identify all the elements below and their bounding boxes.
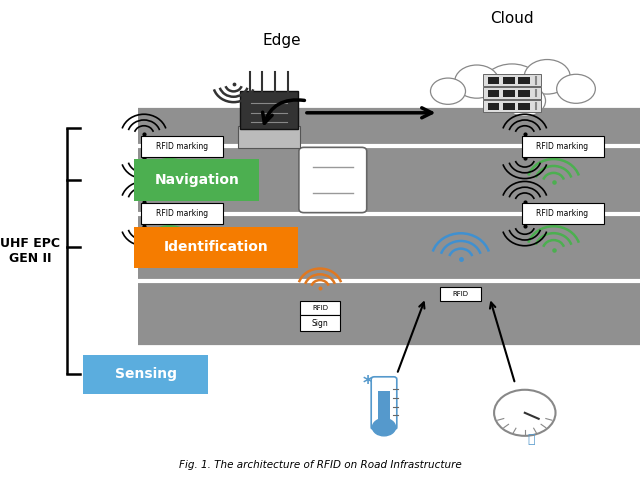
Circle shape	[431, 78, 465, 104]
FancyBboxPatch shape	[503, 90, 515, 97]
Text: RFID: RFID	[312, 305, 328, 311]
FancyBboxPatch shape	[518, 103, 530, 110]
Circle shape	[454, 65, 499, 98]
FancyBboxPatch shape	[503, 77, 515, 84]
FancyBboxPatch shape	[134, 227, 298, 268]
Circle shape	[482, 64, 542, 109]
FancyBboxPatch shape	[503, 103, 515, 110]
Text: UHF EPC
GEN II: UHF EPC GEN II	[0, 237, 60, 265]
Text: Sensing: Sensing	[115, 367, 177, 382]
FancyBboxPatch shape	[141, 136, 223, 157]
FancyBboxPatch shape	[522, 203, 604, 224]
Text: RFID marking: RFID marking	[536, 209, 589, 218]
Text: Fig. 1. The architecture of RFID on Road Infrastructure: Fig. 1. The architecture of RFID on Road…	[179, 460, 461, 470]
FancyBboxPatch shape	[378, 391, 390, 425]
FancyBboxPatch shape	[488, 77, 499, 84]
FancyBboxPatch shape	[483, 74, 541, 86]
Text: 💧: 💧	[527, 432, 535, 446]
Circle shape	[524, 60, 570, 94]
FancyBboxPatch shape	[488, 90, 499, 97]
FancyBboxPatch shape	[522, 136, 604, 157]
Circle shape	[557, 74, 595, 103]
Bar	[138, 106, 640, 346]
FancyBboxPatch shape	[83, 355, 208, 394]
Text: *: *	[363, 374, 373, 394]
FancyBboxPatch shape	[240, 91, 298, 129]
FancyBboxPatch shape	[300, 315, 340, 331]
Circle shape	[494, 390, 556, 436]
FancyBboxPatch shape	[483, 100, 541, 112]
Text: Identification: Identification	[164, 240, 268, 254]
Text: Navigation: Navigation	[154, 173, 239, 187]
Text: RFID marking: RFID marking	[156, 209, 208, 218]
Text: Edge: Edge	[262, 33, 301, 48]
Text: RFID marking: RFID marking	[536, 142, 589, 151]
Text: Cloud: Cloud	[490, 12, 534, 26]
FancyBboxPatch shape	[483, 87, 541, 99]
FancyBboxPatch shape	[488, 103, 499, 110]
FancyBboxPatch shape	[300, 301, 340, 315]
FancyBboxPatch shape	[518, 90, 530, 97]
FancyBboxPatch shape	[238, 126, 300, 148]
FancyBboxPatch shape	[518, 77, 530, 84]
Circle shape	[504, 85, 545, 116]
FancyBboxPatch shape	[141, 203, 223, 224]
Text: Sign: Sign	[312, 319, 328, 327]
Circle shape	[372, 419, 396, 436]
Text: RFID marking: RFID marking	[156, 142, 208, 151]
FancyBboxPatch shape	[440, 287, 481, 301]
FancyBboxPatch shape	[299, 147, 367, 213]
FancyBboxPatch shape	[134, 159, 259, 201]
FancyBboxPatch shape	[371, 377, 397, 430]
Text: RFID: RFID	[453, 291, 468, 297]
